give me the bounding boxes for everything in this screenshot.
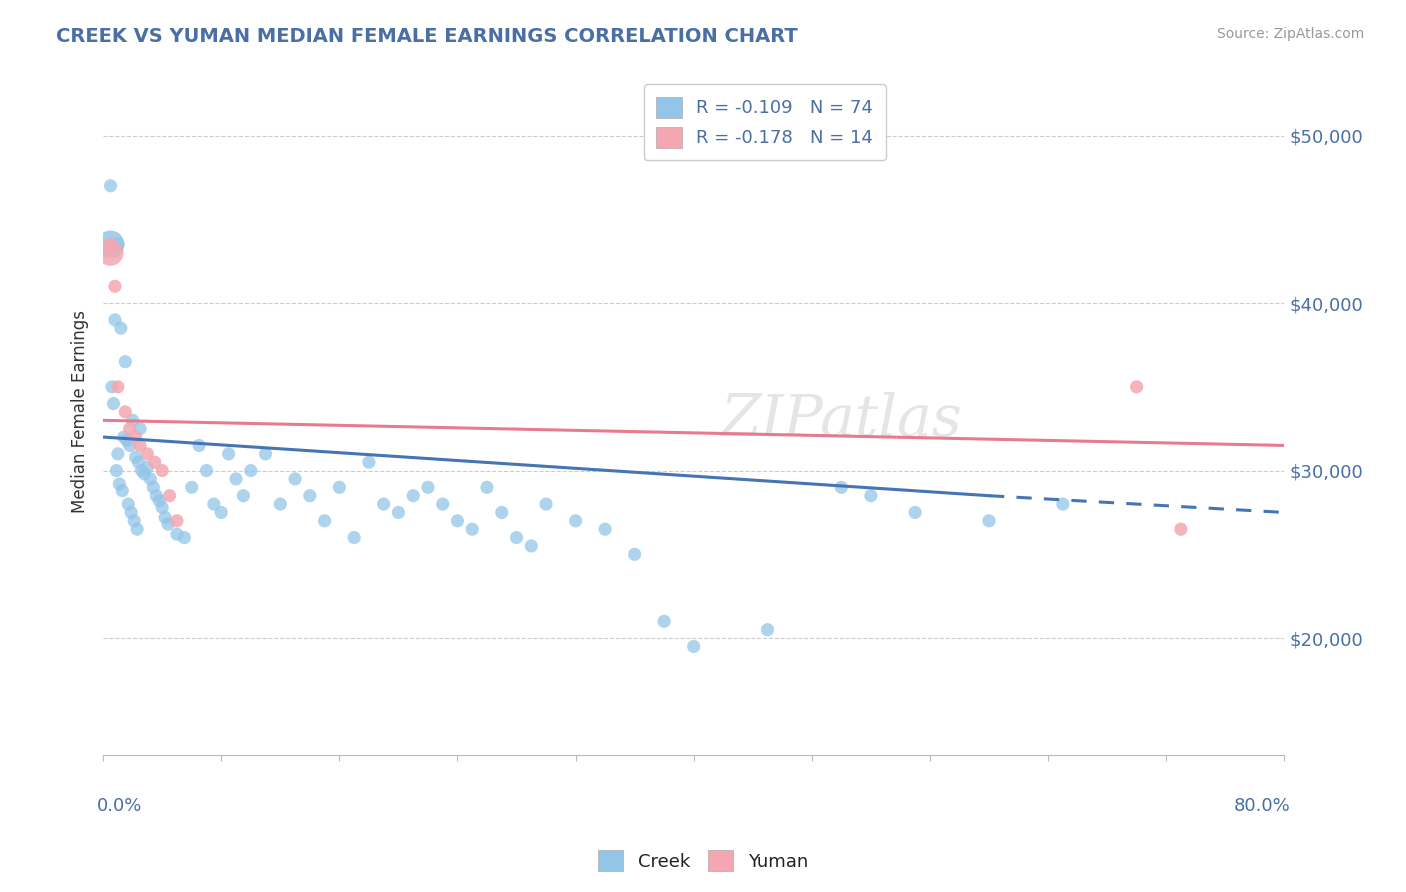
Point	[402, 489, 425, 503]
Point	[136, 447, 159, 461]
Point	[159, 489, 181, 503]
Point	[131, 464, 153, 478]
Point	[328, 480, 350, 494]
Point	[461, 522, 484, 536]
Point	[188, 438, 211, 452]
Point	[103, 396, 125, 410]
Point	[209, 505, 232, 519]
Point	[114, 405, 136, 419]
Point	[218, 447, 240, 461]
Point	[830, 480, 852, 494]
Text: 80.0%: 80.0%	[1233, 797, 1291, 814]
Text: Source: ZipAtlas.com: Source: ZipAtlas.com	[1216, 27, 1364, 41]
Point	[114, 354, 136, 368]
Point	[148, 493, 170, 508]
Point	[432, 497, 454, 511]
Point	[284, 472, 307, 486]
Point	[115, 434, 138, 448]
Point	[314, 514, 336, 528]
Point	[129, 422, 152, 436]
Point	[118, 422, 141, 436]
Text: 0.0%: 0.0%	[97, 797, 142, 814]
Point	[108, 477, 131, 491]
Point	[150, 464, 173, 478]
Point	[505, 531, 527, 545]
Y-axis label: Median Female Earnings: Median Female Earnings	[72, 310, 89, 514]
Point	[756, 623, 779, 637]
Point	[239, 464, 262, 478]
Point	[195, 464, 218, 478]
Point	[127, 522, 149, 536]
Point	[166, 514, 188, 528]
Point	[100, 237, 122, 252]
Point	[1125, 380, 1147, 394]
Point	[491, 505, 513, 519]
Point	[112, 430, 135, 444]
Point	[564, 514, 586, 528]
Point	[107, 237, 129, 252]
Point	[100, 237, 122, 252]
Point	[104, 313, 127, 327]
Point	[157, 517, 180, 532]
Point	[124, 430, 146, 444]
Point	[387, 505, 409, 519]
Point	[110, 321, 132, 335]
Point	[652, 615, 675, 629]
Point	[1052, 497, 1074, 511]
Point	[134, 467, 156, 481]
Point	[373, 497, 395, 511]
Point	[104, 279, 127, 293]
Point	[225, 472, 247, 486]
Point	[139, 472, 162, 486]
Point	[180, 480, 202, 494]
Legend: Creek, Yuman: Creek, Yuman	[591, 843, 815, 879]
Point	[623, 547, 645, 561]
Point	[150, 500, 173, 515]
Point	[143, 455, 166, 469]
Point	[101, 380, 124, 394]
Legend: R = -0.109   N = 74, R = -0.178   N = 14: R = -0.109 N = 74, R = -0.178 N = 14	[644, 85, 886, 161]
Point	[446, 514, 468, 528]
Point	[111, 483, 134, 498]
Point	[357, 455, 380, 469]
Point	[107, 447, 129, 461]
Point	[120, 505, 142, 519]
Point	[122, 514, 145, 528]
Point	[202, 497, 225, 511]
Point	[593, 522, 616, 536]
Point	[117, 497, 139, 511]
Point	[977, 514, 1000, 528]
Point	[100, 245, 122, 260]
Point	[153, 510, 176, 524]
Point	[232, 489, 254, 503]
Point	[118, 438, 141, 452]
Point	[124, 450, 146, 465]
Point	[416, 480, 439, 494]
Text: ZIPatlas: ZIPatlas	[720, 392, 962, 449]
Point	[269, 497, 291, 511]
Point	[520, 539, 543, 553]
Point	[129, 438, 152, 452]
Point	[121, 413, 143, 427]
Point	[1170, 522, 1192, 536]
Point	[100, 178, 122, 193]
Point	[166, 527, 188, 541]
Point	[107, 380, 129, 394]
Point	[298, 489, 321, 503]
Text: CREEK VS YUMAN MEDIAN FEMALE EARNINGS CORRELATION CHART: CREEK VS YUMAN MEDIAN FEMALE EARNINGS CO…	[56, 27, 799, 45]
Point	[173, 531, 195, 545]
Point	[904, 505, 927, 519]
Point	[254, 447, 277, 461]
Point	[145, 489, 167, 503]
Point	[142, 480, 165, 494]
Point	[136, 460, 159, 475]
Point	[682, 640, 704, 654]
Point	[105, 464, 128, 478]
Point	[128, 455, 150, 469]
Point	[343, 531, 366, 545]
Point	[859, 489, 882, 503]
Point	[534, 497, 557, 511]
Point	[475, 480, 498, 494]
